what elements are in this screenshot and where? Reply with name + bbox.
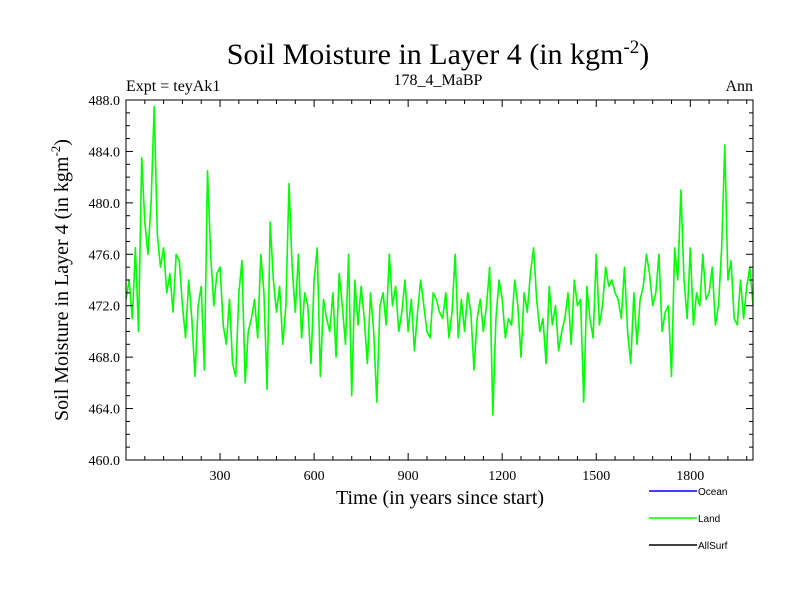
y-tick-label: 464.0 <box>89 403 121 418</box>
x-tick-label: 600 <box>304 469 325 484</box>
y-tick-label: 484.0 <box>89 145 121 160</box>
subtitle-season: Ann <box>725 78 753 95</box>
x-tick-label: 900 <box>398 469 419 484</box>
series-land-line <box>126 105 753 416</box>
y-tick-label: 472.0 <box>89 300 121 315</box>
legend-label-allsurf: AllSurf <box>698 541 728 552</box>
y-tick-label: 488.0 <box>89 94 121 109</box>
x-tick-label: 1800 <box>676 469 704 484</box>
y-axis-ticks: 460.0 464.0 468.0 472.0 476.0 480.0 484.0 488.0 <box>89 94 753 469</box>
y-tick-label: 460.0 <box>89 454 121 469</box>
x-tick-label: 1500 <box>582 469 610 484</box>
x-tick-label: 1200 <box>488 469 516 484</box>
y-tick-label: 480.0 <box>89 197 121 212</box>
x-tick-label: 300 <box>210 469 231 484</box>
legend: Ocean Land AllSurf <box>649 487 728 552</box>
chart-title: Soil Moisture in Layer 4 (in kgm-2) <box>227 37 649 71</box>
subtitle-experiment: Expt = teyAk1 <box>126 78 220 95</box>
subtitle-period: 178_4_MaBP <box>394 72 483 89</box>
x-axis-label: Time (in years since start) <box>336 487 544 509</box>
y-axis-label: Soil Moisture in Layer 4 (in kgm-2) <box>48 139 73 421</box>
y-tick-label: 468.0 <box>89 351 121 366</box>
legend-label-land: Land <box>698 514 720 525</box>
y-tick-label: 476.0 <box>89 248 121 263</box>
legend-label-ocean: Ocean <box>698 487 727 498</box>
x-axis-ticks: 300 600 900 1200 1500 1800 <box>125 100 748 484</box>
